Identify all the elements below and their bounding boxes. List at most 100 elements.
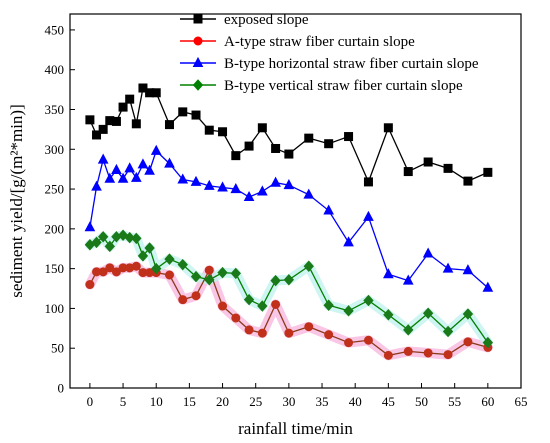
y-tick-label: 300 [45, 142, 65, 157]
data-point-circle [363, 335, 373, 345]
legend-entry-3: B-type horizontal straw fiber curtain sl… [180, 56, 479, 72]
x-tick-label: 40 [349, 394, 362, 409]
data-point-square [284, 149, 294, 159]
data-point-triangle [91, 180, 102, 191]
legend-label: exposed slope [224, 12, 309, 28]
data-point-diamond [91, 236, 102, 249]
data-point-triangle [402, 274, 414, 285]
data-point-diamond [383, 309, 394, 321]
data-point-triangle [442, 262, 454, 273]
data-point-diamond [190, 270, 202, 283]
x-tick-label: 20 [216, 394, 229, 409]
data-point-diamond [192, 79, 204, 91]
data-point-circle [218, 301, 228, 311]
data-point-triangle [150, 144, 162, 155]
data-point-square [324, 139, 334, 149]
series-2 [85, 261, 493, 360]
axis-ticks: 0 5 10 15 20 25 30 35 40 45 50 55 60 65 0 50 100 150 200 25… [45, 22, 528, 409]
data-point-circle [244, 325, 254, 335]
y-tick-label: 450 [45, 22, 65, 37]
data-point-diamond [151, 262, 162, 275]
data-point-triangle [243, 190, 255, 202]
data-point-square [344, 132, 354, 142]
y-tick-label: 250 [45, 182, 65, 197]
data-point-diamond [363, 294, 374, 307]
data-point-square [403, 167, 413, 177]
data-point-triangle [323, 204, 334, 215]
data-point-diamond [204, 274, 215, 286]
y-tick-label: 150 [45, 261, 65, 276]
x-tick-label: 45 [382, 394, 395, 409]
data-point-triangle [462, 264, 474, 275]
data-point-diamond [230, 267, 241, 280]
x-tick-label: 55 [448, 394, 461, 409]
data-point-triangle [422, 247, 434, 258]
data-point-square [164, 120, 174, 130]
data-point-diamond [124, 231, 135, 244]
data-point-diamond [104, 240, 115, 253]
data-point-diamond [323, 299, 334, 311]
data-point-diamond [343, 305, 354, 317]
y-tick-label: 350 [45, 102, 65, 117]
legend-label: A-type straw fiber curtain slope [224, 34, 415, 50]
data-point-square [92, 130, 102, 140]
x-axis-label: rainfall time/min [238, 419, 353, 438]
data-point-square [304, 133, 314, 143]
data-point-diamond [462, 308, 474, 320]
data-point-circle [105, 263, 115, 273]
data-point-circle [443, 350, 453, 360]
x-tick-label: 65 [515, 394, 528, 409]
data-point-square [244, 141, 254, 151]
data-point-triangle [482, 281, 494, 292]
x-tick-label: 0 [87, 394, 94, 409]
data-point-square [218, 127, 228, 137]
data-point-square [423, 157, 433, 167]
data-point-circle [131, 261, 141, 271]
data-point-circle [164, 270, 174, 280]
data-point-triangle [192, 56, 204, 67]
data-point-circle [111, 267, 121, 277]
data-point-circle [85, 280, 95, 290]
x-tick-label: 35 [316, 394, 329, 409]
data-point-circle [178, 295, 188, 305]
data-point-triangle [177, 173, 189, 184]
data-point-triangle [343, 236, 354, 247]
data-point-diamond [177, 258, 188, 271]
x-tick-label: 10 [150, 394, 163, 409]
legend-entry-1: exposed slope [180, 12, 309, 28]
data-point-diamond [403, 324, 414, 336]
legend: exposed slope A-type straw fiber curtain … [180, 12, 479, 94]
data-point-square [231, 151, 241, 161]
data-point-square [138, 83, 148, 93]
data-point-circle [383, 350, 393, 360]
data-point-square [271, 143, 281, 153]
y-tick-label: 50 [51, 341, 64, 356]
series-4 [84, 229, 494, 349]
x-tick-label: 25 [249, 394, 262, 409]
data-point-circle [231, 313, 241, 323]
data-point-square [204, 125, 214, 135]
y-tick-label: 400 [45, 62, 65, 77]
data-point-circle [98, 267, 108, 277]
data-point-triangle [164, 157, 175, 168]
y-tick-label: 100 [45, 301, 65, 316]
data-point-circle [257, 328, 267, 338]
data-point-square [191, 110, 201, 120]
data-point-diamond [243, 293, 255, 306]
data-point-diamond [482, 336, 494, 349]
data-point-circle [271, 299, 281, 309]
data-point-square [111, 116, 121, 126]
data-point-triangle [203, 179, 215, 190]
data-point-circle [423, 348, 433, 358]
data-point-square [85, 115, 95, 125]
data-point-circle [304, 322, 314, 332]
data-point-triangle [84, 221, 96, 232]
series-1 [85, 83, 493, 187]
data-point-square [193, 14, 203, 24]
x-tick-label: 50 [415, 394, 428, 409]
data-point-diamond [270, 274, 281, 287]
data-point-diamond [257, 300, 268, 312]
data-point-circle [324, 330, 334, 340]
y-axis-label: sediment yield/[g/(m²*min)] [7, 104, 26, 297]
